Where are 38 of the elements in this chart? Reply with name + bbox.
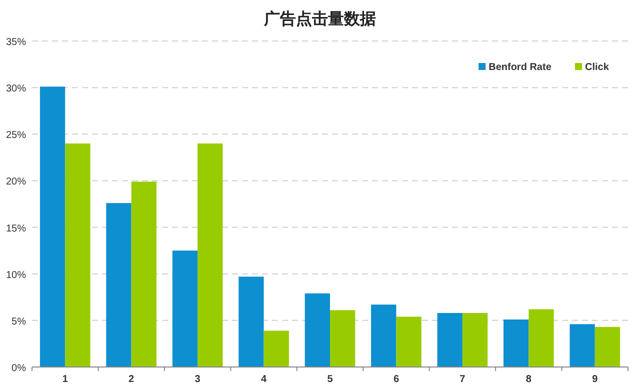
x-tick-label: 8 bbox=[526, 374, 532, 385]
bar bbox=[371, 304, 396, 367]
bar bbox=[437, 312, 462, 367]
x-tick-label: 4 bbox=[260, 374, 267, 385]
y-tick-label: 20% bbox=[6, 176, 26, 188]
x-tick-label: 1 bbox=[62, 374, 68, 385]
bar bbox=[304, 293, 330, 367]
x-tick-label: 5 bbox=[327, 374, 334, 385]
bar bbox=[462, 312, 488, 367]
bar bbox=[65, 143, 90, 367]
bar bbox=[106, 203, 132, 367]
legend-label: Click bbox=[585, 62, 610, 73]
bar bbox=[594, 326, 620, 367]
y-tick-label: 35% bbox=[6, 37, 26, 48]
bar bbox=[172, 250, 198, 367]
bar bbox=[504, 319, 529, 367]
bar bbox=[570, 324, 595, 367]
legend-label: Benford Rate bbox=[488, 62, 552, 73]
y-tick-label: 30% bbox=[6, 84, 26, 95]
chart-title: 广告点击量数据 bbox=[263, 10, 376, 28]
bar bbox=[264, 330, 289, 367]
y-tick-label: 5% bbox=[12, 316, 26, 328]
y-tick-label: 0% bbox=[12, 363, 26, 374]
bar bbox=[40, 86, 66, 367]
x-tick-label: 6 bbox=[393, 374, 400, 385]
x-tick-label: 7 bbox=[460, 374, 466, 385]
bar bbox=[238, 276, 264, 367]
x-tick-label: 9 bbox=[592, 374, 598, 385]
y-tick-label: 10% bbox=[6, 270, 26, 281]
bar bbox=[198, 143, 223, 367]
bar bbox=[528, 309, 554, 367]
x-tick-label: 3 bbox=[194, 374, 201, 385]
x-tick-label: 2 bbox=[128, 374, 135, 385]
y-tick-label: 15% bbox=[6, 223, 26, 234]
bar bbox=[131, 182, 156, 367]
bar bbox=[330, 310, 356, 367]
y-tick-label: 25% bbox=[6, 130, 26, 142]
bar bbox=[396, 316, 422, 367]
